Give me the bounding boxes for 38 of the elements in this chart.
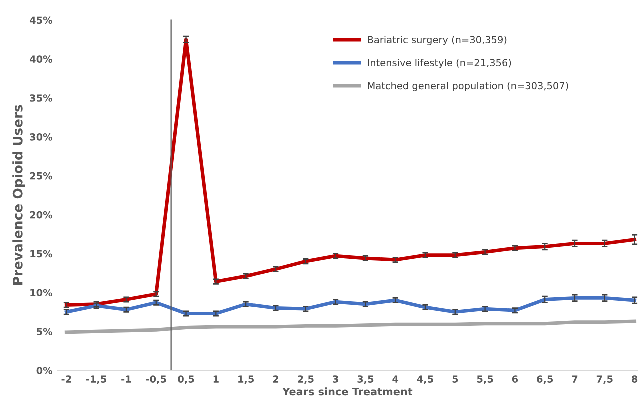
x-tick-label: 3,5 [358,376,374,384]
x-tick-label: 8 [632,376,638,383]
y-tick-label: 20% [30,211,53,219]
line-series [64,296,637,316]
y-tick-label: 30% [30,134,53,141]
x-tick-label: 1,5 [238,376,254,384]
x-tick-label: -1 [122,376,132,383]
y-tick-label: 0% [36,367,53,374]
x-tick-label: 6,5 [537,376,554,384]
y-tick-label: 40% [30,56,53,64]
y-tick-label: 5% [37,328,53,336]
x-tick-label: 2,5 [298,376,314,384]
y-tick-label: 10% [30,289,53,297]
x-axis-title: Years since Treatment [282,388,413,396]
x-tick-label: 4,5 [417,376,434,384]
line-series [64,38,637,307]
x-tick-label: 0,5 [178,376,194,384]
x-tick-label: -1,5 [86,376,107,384]
legend-label: Intensive lifestyle (n=21,356) [368,59,512,68]
y-tick-label: 35% [30,94,53,102]
x-tick-label: 5,5 [477,376,494,384]
x-tick-label: 4 [392,376,399,383]
x-tick-label: 7 [572,376,578,383]
x-tick-label: 2 [273,376,279,383]
x-tick-label: 3 [333,376,338,383]
x-tick-label: 7,5 [596,376,613,384]
x-tick-label: 6 [512,376,518,383]
x-tick-label: 1 [214,376,219,383]
y-tick-label: 25% [30,172,53,180]
y-axis-title: Prevalence Opioid Users [12,105,26,285]
line-series [64,320,637,334]
y-tick-label: 45% [30,16,53,24]
x-tick-label: -0,5 [146,376,166,384]
legend-label: Bariatric surgery (n=30,359) [368,36,507,46]
y-tick-label: 15% [30,250,53,258]
x-tick-label: 5 [452,376,458,383]
x-tick-label: -2 [62,376,72,383]
legend-label: Matched general population (n=303,507) [368,82,568,92]
